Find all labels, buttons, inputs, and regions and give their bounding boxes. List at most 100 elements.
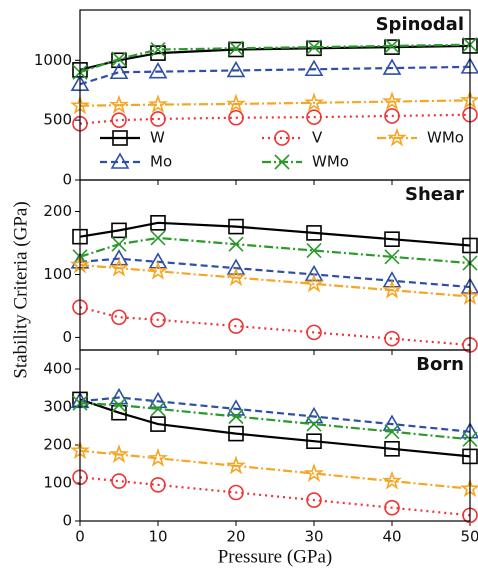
marker <box>304 264 324 282</box>
series-line <box>79 449 471 490</box>
series-line <box>79 402 471 441</box>
series-line <box>79 65 471 86</box>
marker <box>150 477 166 493</box>
marker <box>109 249 129 266</box>
panel-title: Born <box>416 354 464 375</box>
marker <box>306 242 322 259</box>
marker <box>111 236 127 252</box>
legend-marker <box>387 127 407 147</box>
marker <box>382 58 402 75</box>
plot-frame <box>79 349 471 522</box>
legend-marker <box>274 154 290 170</box>
marker <box>384 424 400 440</box>
y-tick-label: 0 <box>62 328 72 346</box>
series-line <box>79 306 471 347</box>
x-tick-label: 40 <box>382 528 401 546</box>
marker <box>228 218 244 235</box>
marker <box>148 391 168 409</box>
legend-label: W <box>150 129 165 147</box>
marker <box>150 230 166 246</box>
legend-marker <box>112 130 128 146</box>
marker <box>384 108 400 124</box>
marker <box>226 93 246 113</box>
marker <box>306 109 322 125</box>
marker <box>304 59 324 77</box>
y-tick-label: 100 <box>43 474 72 492</box>
y-tick-label: 300 <box>43 398 72 416</box>
marker <box>111 397 127 413</box>
marker <box>304 406 324 424</box>
marker <box>226 267 246 287</box>
x-tick-label: 30 <box>304 528 323 546</box>
marker <box>111 51 127 67</box>
marker <box>228 109 244 126</box>
marker <box>148 94 168 114</box>
legend-label: WMo <box>312 153 349 171</box>
legend-label: WMo <box>427 129 464 147</box>
x-tick-label: 20 <box>226 528 245 546</box>
marker <box>148 62 168 79</box>
legend-marker <box>274 130 290 146</box>
legend-label: Mo <box>150 153 172 171</box>
marker <box>382 414 402 431</box>
marker <box>384 249 400 265</box>
marker <box>306 324 322 341</box>
panel-title: Shear <box>405 184 464 205</box>
marker <box>306 492 322 508</box>
marker <box>228 425 244 442</box>
legend-label: V <box>312 129 323 147</box>
marker <box>111 222 127 239</box>
y-tick-label: 200 <box>43 436 72 454</box>
marker <box>148 260 168 280</box>
marker <box>304 463 324 482</box>
marker <box>109 444 129 463</box>
marker <box>150 45 166 61</box>
marker <box>226 455 246 475</box>
panel-title: Spinodal <box>376 14 464 35</box>
plot-frame <box>79 179 471 351</box>
marker <box>150 311 166 328</box>
series-line <box>79 476 471 517</box>
marker <box>111 309 127 326</box>
marker <box>109 62 129 80</box>
marker <box>109 257 129 277</box>
marker <box>228 484 244 501</box>
marker <box>228 318 244 334</box>
marker <box>150 41 166 58</box>
plot-frame <box>79 9 471 181</box>
y-tick-label: 500 <box>43 111 72 129</box>
marker <box>109 94 129 114</box>
x-axis-label: Pressure (GPa) <box>218 546 333 567</box>
marker <box>150 215 166 231</box>
marker <box>150 401 166 417</box>
marker <box>382 279 402 299</box>
marker <box>384 499 400 516</box>
marker <box>306 433 322 450</box>
marker <box>111 52 127 69</box>
series-line <box>79 99 471 107</box>
y-tick-label: 400 <box>43 360 72 378</box>
series-line <box>79 221 471 247</box>
x-tick-label: 0 <box>75 528 85 546</box>
series-line <box>79 263 471 298</box>
x-tick-label: 10 <box>148 528 167 546</box>
marker <box>306 416 322 432</box>
marker <box>304 273 324 293</box>
marker <box>226 60 246 78</box>
series-line <box>79 398 471 458</box>
marker <box>111 473 127 489</box>
marker <box>150 416 166 432</box>
x-tick-label: 50 <box>460 528 478 546</box>
series-line <box>79 396 471 433</box>
marker <box>306 39 322 55</box>
marker <box>384 231 400 247</box>
y-tick-label: 1000 <box>34 51 72 69</box>
y-tick-label: 0 <box>62 171 72 189</box>
marker <box>228 40 244 56</box>
marker <box>382 91 402 111</box>
marker <box>382 271 402 288</box>
y-tick-label: 100 <box>43 265 72 283</box>
marker <box>150 111 166 127</box>
y-tick-label: 0 <box>62 512 72 530</box>
